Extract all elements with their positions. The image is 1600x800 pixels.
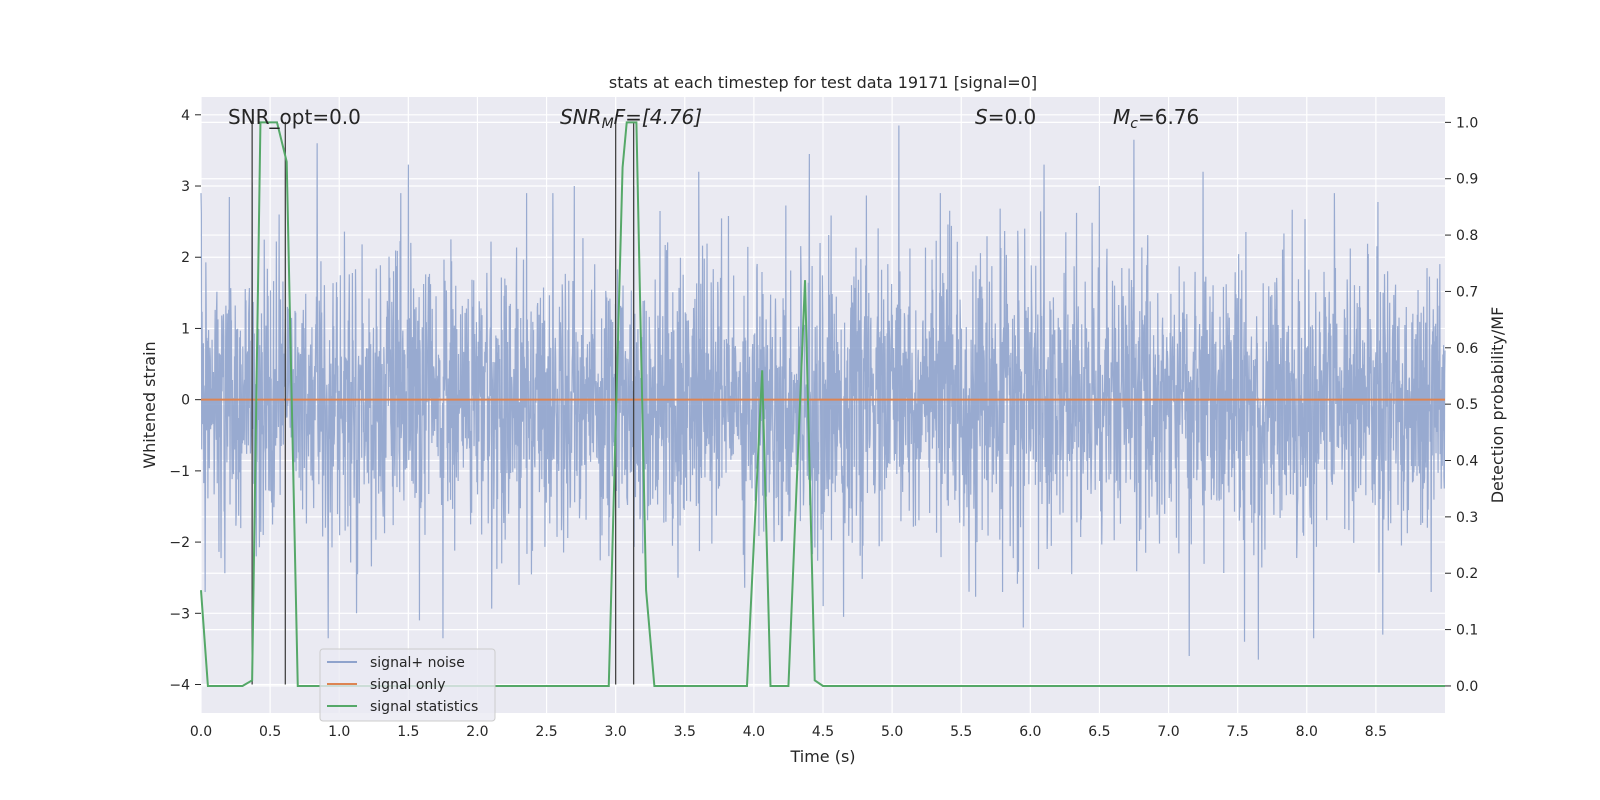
legend-label-signal-statistics: signal statistics [370,699,478,715]
annotation-mc: Mc=6.76 [1113,105,1199,132]
y-right-tick-label: 0.5 [1456,397,1478,413]
x-tick-label: 6.5 [1088,724,1110,740]
y-tick-label: 3 [181,179,190,195]
legend-label-signal-noise: signal+ noise [370,655,465,671]
x-tick-label: 5.5 [950,724,972,740]
annotation-snr-mf: SNRMF=[4.76] [560,105,702,132]
y-right-tick-label: 0.2 [1456,566,1478,582]
y-right-tick-label: 0.8 [1456,228,1478,244]
annotation-snr-mf-sub: M [602,116,614,132]
y-right-tick-label: 0.9 [1456,172,1478,188]
annotation-mc-rest: =6.76 [1138,105,1199,129]
annotation-snr-mf-main: SNR [560,105,602,129]
series-line-signal-noise [200,125,1446,660]
y-axis-right-label: Detection probability/MF [1488,307,1507,504]
x-tick-label: 7.0 [1157,724,1179,740]
annotation-s-rest: =0.0 [988,105,1037,129]
series-line-signal-statistics [200,121,1445,687]
y-right-tick-label: 1.0 [1456,115,1478,131]
y-tick-label: 2 [181,250,190,266]
x-tick-label: 5.0 [881,724,903,740]
annotation-snr-mf-rest: F=[4.76] [614,105,702,129]
x-tick-label: 4.5 [812,724,834,740]
annotation-mc-main: M [1113,105,1130,129]
y-tick-label: −4 [169,678,190,694]
annotation-mc-sub: c [1130,116,1138,132]
tick-labels: 0.0 0.5 1.0 1.5 2.0 2.5 3.0 3.5 4.0 4.5 5.0 5.5 6.0 6… [169,108,1478,740]
annotation-s: S=0.0 [975,105,1036,129]
y-tick-label: 1 [181,321,190,337]
x-tick-label: 3.0 [605,724,627,740]
chart-title: stats at each timestep for test data 191… [609,73,1037,92]
x-tick-label: 2.5 [535,724,557,740]
x-tick-label: 6.0 [1019,724,1041,740]
legend: signal+ noise signal only signal statist… [319,648,496,722]
annotation-snr-opt: SNR_opt=0.0 [228,105,361,129]
y-tick-label: −3 [169,606,190,622]
x-tick-label: 8.5 [1365,724,1387,740]
x-tick-label: 0.0 [190,724,212,740]
x-tick-label: 1.5 [397,724,419,740]
y-right-tick-label: 0.3 [1456,510,1478,526]
series-signal-noise [200,125,1446,660]
x-tick-label: 4.0 [743,724,765,740]
y-right-tick-label: 0.7 [1456,284,1478,300]
x-tick-label: 0.5 [259,724,281,740]
y-axis-label: Whitened strain [140,341,159,468]
legend-box [319,648,496,722]
y-tick-label: −2 [169,535,190,551]
y-tick-label: 4 [181,108,190,124]
legend-label-signal-only: signal only [370,677,445,693]
x-tick-label: 1.0 [328,724,350,740]
series-signal-statistics [200,121,1445,687]
y-right-tick-label: 0.6 [1456,341,1478,357]
y-tick-label: 0 [181,393,190,409]
x-tick-label: 3.5 [674,724,696,740]
x-axis-label: Time (s) [789,747,855,766]
y-right-tick-label: 0.1 [1456,623,1478,639]
annotation-s-main: S [975,105,988,129]
x-tick-label: 2.0 [466,724,488,740]
y-right-tick-label: 0.0 [1456,679,1478,695]
y-right-tick-label: 0.4 [1456,454,1478,470]
x-tick-label: 8.0 [1296,724,1318,740]
x-tick-label: 7.5 [1227,724,1249,740]
y-tick-label: −1 [169,464,190,480]
